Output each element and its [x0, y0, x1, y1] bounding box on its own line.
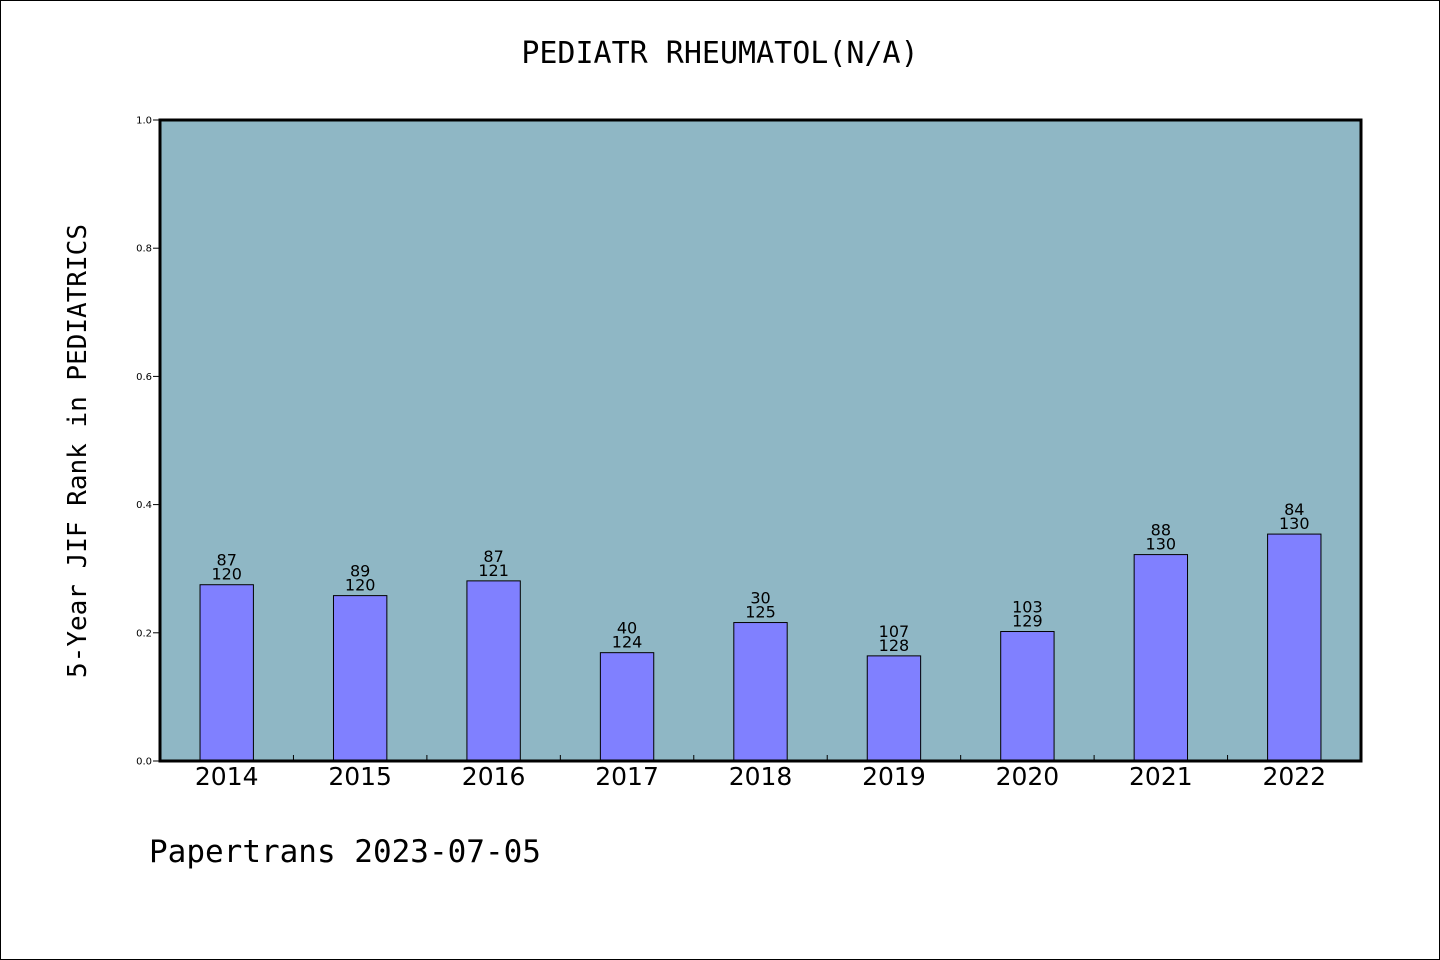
chart-title: PEDIATR RHEUMATOL(N/A) [521, 36, 919, 71]
bar-rank-label: 30 [750, 589, 770, 608]
bar-total-label: 121 [478, 561, 509, 580]
bar-2017 [599, 652, 655, 762]
bar-2014 [199, 584, 254, 762]
bar-rank-label: 40 [617, 619, 637, 638]
bar-rank-label: 89 [350, 562, 370, 581]
x-tick-label: 2016 [462, 762, 526, 791]
bar-total-label: 120 [345, 576, 376, 595]
bar-rank-label: 87 [217, 551, 237, 570]
y-tick-label: 0.8 [136, 244, 152, 255]
y-tick-label: 0.6 [136, 372, 152, 383]
bar-rank-label: 103 [1012, 598, 1043, 617]
bar-rank-label: 87 [483, 547, 503, 566]
x-tick-label: 2017 [595, 762, 659, 791]
bar-2022 [1267, 533, 1322, 762]
y-tick-label: 0.2 [136, 628, 152, 639]
y-tick-label: 0.4 [136, 500, 152, 511]
bar-2016 [466, 580, 521, 762]
bar-rank-label: 88 [1151, 521, 1171, 540]
bar-2019 [866, 655, 922, 762]
plot-border [158, 118, 1363, 763]
bar-total-label: 130 [1146, 535, 1177, 554]
bar-2018 [733, 622, 788, 762]
x-tick-label: 2022 [1262, 762, 1326, 791]
bar-total-label: 120 [211, 565, 242, 584]
bar-total-label: 128 [879, 636, 910, 655]
footer-text: Papertrans 2023-07-05 [149, 834, 541, 870]
bar-rank-label: 84 [1284, 500, 1304, 519]
y-tick-label: 0.0 [136, 757, 152, 768]
bar-total-label: 130 [1279, 514, 1310, 533]
x-tick-label: 2015 [328, 762, 392, 791]
bar-2015 [332, 595, 388, 762]
bar-rank-label: 107 [879, 622, 910, 641]
bar-total-label: 125 [745, 603, 776, 622]
bar-total-label: 124 [612, 633, 643, 652]
x-tick-label: 2014 [195, 762, 259, 791]
x-tick-label: 2020 [996, 762, 1060, 791]
bar-2021 [1133, 554, 1189, 762]
x-tick-label: 2018 [729, 762, 793, 791]
x-tick-label: 2021 [1129, 762, 1193, 791]
y-tick-label: 1.0 [136, 116, 152, 127]
bar-2020 [1000, 631, 1055, 762]
bar-total-label: 129 [1012, 612, 1043, 631]
x-tick-label: 2019 [862, 762, 926, 791]
